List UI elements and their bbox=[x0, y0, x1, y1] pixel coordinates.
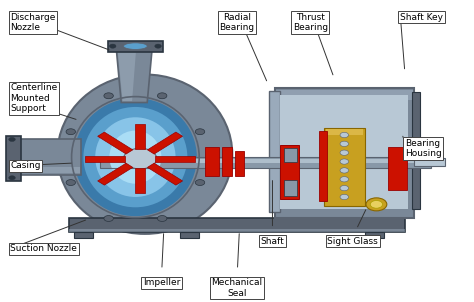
FancyBboxPatch shape bbox=[281, 95, 408, 209]
Text: Mechanical
Seal: Mechanical Seal bbox=[211, 278, 263, 297]
Circle shape bbox=[370, 201, 383, 208]
Polygon shape bbox=[155, 156, 195, 162]
FancyBboxPatch shape bbox=[319, 130, 327, 201]
Circle shape bbox=[104, 93, 113, 99]
Ellipse shape bbox=[109, 130, 161, 184]
FancyBboxPatch shape bbox=[365, 232, 383, 238]
Text: Casing: Casing bbox=[10, 162, 41, 171]
Polygon shape bbox=[117, 51, 152, 102]
Text: Impeller: Impeller bbox=[143, 278, 180, 287]
Ellipse shape bbox=[86, 100, 180, 173]
Text: Centerline
Mounted
Support: Centerline Mounted Support bbox=[10, 83, 57, 113]
Circle shape bbox=[340, 185, 348, 191]
Circle shape bbox=[124, 148, 156, 169]
Circle shape bbox=[109, 44, 116, 48]
Ellipse shape bbox=[74, 98, 197, 216]
Circle shape bbox=[66, 129, 75, 135]
Circle shape bbox=[340, 159, 348, 164]
FancyBboxPatch shape bbox=[269, 91, 280, 212]
Polygon shape bbox=[136, 124, 145, 149]
Ellipse shape bbox=[83, 107, 187, 207]
Polygon shape bbox=[147, 163, 182, 185]
Circle shape bbox=[9, 137, 15, 142]
FancyBboxPatch shape bbox=[69, 218, 405, 233]
Polygon shape bbox=[118, 52, 136, 101]
Circle shape bbox=[340, 194, 348, 200]
Circle shape bbox=[340, 177, 348, 182]
FancyBboxPatch shape bbox=[284, 148, 298, 162]
Circle shape bbox=[157, 93, 167, 99]
FancyBboxPatch shape bbox=[284, 180, 298, 196]
Circle shape bbox=[104, 216, 113, 221]
Text: Discharge
Nozzle: Discharge Nozzle bbox=[10, 12, 55, 32]
Circle shape bbox=[157, 216, 167, 221]
Ellipse shape bbox=[95, 117, 175, 197]
Circle shape bbox=[195, 129, 205, 135]
Circle shape bbox=[195, 180, 205, 185]
Text: Radial
Bearing: Radial Bearing bbox=[219, 12, 255, 32]
FancyBboxPatch shape bbox=[100, 156, 431, 168]
FancyBboxPatch shape bbox=[388, 147, 407, 190]
FancyBboxPatch shape bbox=[6, 136, 20, 181]
Circle shape bbox=[155, 44, 161, 48]
Text: Shaft Key: Shaft Key bbox=[400, 12, 443, 21]
Polygon shape bbox=[98, 163, 133, 185]
Polygon shape bbox=[98, 132, 133, 154]
FancyBboxPatch shape bbox=[281, 145, 300, 199]
Circle shape bbox=[366, 198, 387, 211]
Text: Bearing
Housing: Bearing Housing bbox=[405, 139, 441, 158]
Text: Sight Glass: Sight Glass bbox=[328, 237, 378, 246]
FancyBboxPatch shape bbox=[414, 158, 445, 166]
Polygon shape bbox=[147, 132, 182, 154]
Text: Suction Nozzle: Suction Nozzle bbox=[10, 244, 77, 253]
Ellipse shape bbox=[57, 75, 232, 234]
FancyBboxPatch shape bbox=[412, 92, 420, 209]
Circle shape bbox=[340, 168, 348, 173]
Polygon shape bbox=[10, 168, 80, 173]
Polygon shape bbox=[136, 168, 145, 193]
Polygon shape bbox=[10, 140, 81, 175]
FancyBboxPatch shape bbox=[74, 232, 93, 238]
Circle shape bbox=[340, 132, 348, 138]
Circle shape bbox=[66, 180, 75, 185]
FancyBboxPatch shape bbox=[326, 129, 363, 135]
FancyBboxPatch shape bbox=[100, 159, 431, 163]
Circle shape bbox=[340, 141, 348, 146]
FancyBboxPatch shape bbox=[405, 154, 424, 156]
FancyBboxPatch shape bbox=[276, 90, 413, 100]
FancyBboxPatch shape bbox=[324, 128, 365, 206]
FancyBboxPatch shape bbox=[222, 147, 232, 176]
Circle shape bbox=[9, 176, 15, 180]
Polygon shape bbox=[85, 156, 125, 162]
Ellipse shape bbox=[124, 43, 147, 50]
FancyBboxPatch shape bbox=[205, 147, 219, 176]
FancyBboxPatch shape bbox=[69, 229, 405, 233]
Text: Thrust
Bearing: Thrust Bearing bbox=[292, 12, 328, 32]
FancyBboxPatch shape bbox=[109, 40, 163, 52]
Text: Shaft: Shaft bbox=[261, 237, 284, 246]
FancyBboxPatch shape bbox=[180, 232, 199, 238]
Circle shape bbox=[340, 150, 348, 155]
FancyBboxPatch shape bbox=[275, 88, 414, 218]
FancyBboxPatch shape bbox=[235, 151, 244, 176]
